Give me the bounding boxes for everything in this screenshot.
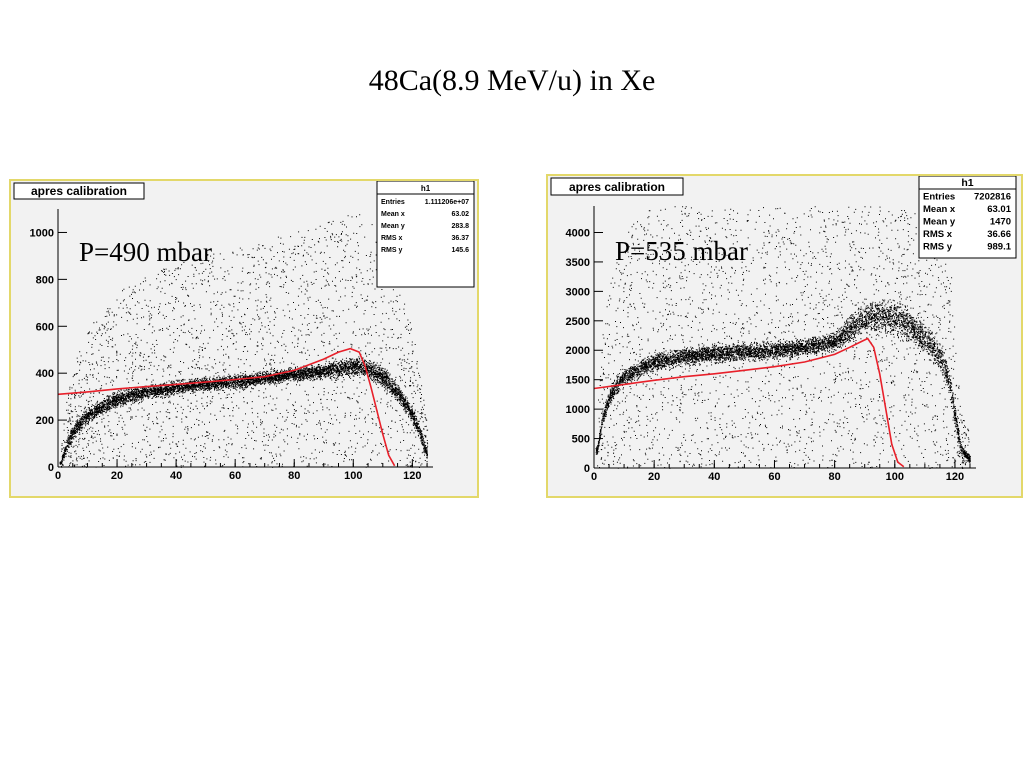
stat-value: 1.111206e+07 [425, 199, 469, 206]
stat-label: Mean x [923, 204, 956, 215]
stat-label: Mean y [381, 223, 405, 230]
x-tick-label: 120 [403, 470, 421, 482]
fit-curve [57, 347, 396, 467]
fit-curve [593, 337, 905, 468]
histogram-panel-490: 0 20 40 60 80 100 120 0 200 400 600 800 1000 apres ca… [9, 179, 479, 498]
x-tick-label: 80 [829, 471, 841, 483]
stat-value: 36.66 [987, 229, 1011, 240]
plot-area [58, 209, 433, 467]
stat-label: Mean x [381, 211, 405, 218]
y-tick-label: 0 [48, 462, 54, 474]
y-tick-label: 4000 [566, 227, 590, 239]
stats-box [918, 176, 1017, 259]
stat-label: Entries [381, 199, 405, 206]
pressure-label: P=535 mbar [615, 236, 748, 266]
stat-label: RMS y [923, 242, 953, 253]
stat-label: RMS y [381, 247, 403, 254]
x-tick-label: 100 [886, 471, 904, 483]
x-tick-label: 20 [648, 471, 660, 483]
y-tick-label: 200 [36, 415, 54, 427]
histogram-chart-535: 0 20 40 60 80 100 120 0 500 1000 1500 2000 2500 3000 3… [550, 176, 1017, 483]
stat-label: RMS x [923, 229, 953, 240]
x-tick-label: 40 [170, 470, 182, 482]
y-tick-label: 500 [572, 434, 590, 446]
x-tick-label: 80 [288, 470, 300, 482]
y-tick-label: 0 [584, 463, 590, 475]
scatter-points [59, 214, 429, 468]
x-tick-label: 0 [55, 470, 61, 482]
slide-title: 48Ca(8.9 MeV/u) in Xe [368, 64, 656, 97]
stat-value: 7202816 [974, 192, 1011, 203]
stats-box [376, 181, 475, 288]
x-tick-label: 60 [229, 470, 241, 482]
stat-value: 989.1 [987, 242, 1011, 253]
histogram-title: apres calibration [31, 184, 127, 198]
stat-value: 1470 [990, 217, 1011, 228]
y-tick-label: 2500 [566, 316, 590, 328]
x-tick-label: 100 [344, 470, 362, 482]
histogram-title-box [550, 177, 684, 196]
y-tick-label: 800 [36, 274, 54, 286]
histogram-title: apres calibration [569, 180, 665, 194]
scatter-points [595, 206, 971, 469]
y-tick-label: 3500 [566, 257, 590, 269]
y-tick-label: 3000 [566, 286, 590, 298]
x-tick-label: 0 [591, 471, 597, 483]
y-tick-label: 600 [36, 321, 54, 333]
histogram-panel-535: 0 20 40 60 80 100 120 0 500 1000 1500 2000 2500 3000 3… [546, 174, 1023, 498]
x-tick-label: 60 [768, 471, 780, 483]
stats-title: h1 [961, 177, 973, 189]
stat-value: 63.02 [451, 211, 469, 218]
x-tick-label: 20 [111, 470, 123, 482]
stat-value: 283.8 [451, 223, 469, 230]
x-tick-label: 120 [946, 471, 964, 483]
y-tick-label: 2000 [566, 345, 590, 357]
y-tick-label: 1500 [566, 375, 590, 387]
stat-value: 36.37 [451, 235, 469, 242]
y-tick-label: 400 [36, 368, 54, 380]
stat-value: 145.6 [451, 247, 469, 254]
x-tick-label: 40 [708, 471, 720, 483]
y-tick-label: 1000 [30, 227, 54, 239]
stat-label: Entries [923, 192, 955, 203]
stats-title: h1 [421, 184, 431, 193]
histogram-title-box [13, 182, 145, 200]
stat-value: 63.01 [987, 204, 1011, 215]
y-tick-label: 1000 [566, 404, 590, 416]
pressure-label: P=490 mbar [79, 237, 212, 267]
stat-label: RMS x [381, 235, 403, 242]
histogram-chart-490: 0 20 40 60 80 100 120 0 200 400 600 800 1000 apres ca… [13, 181, 475, 482]
stat-label: Mean y [923, 217, 956, 228]
